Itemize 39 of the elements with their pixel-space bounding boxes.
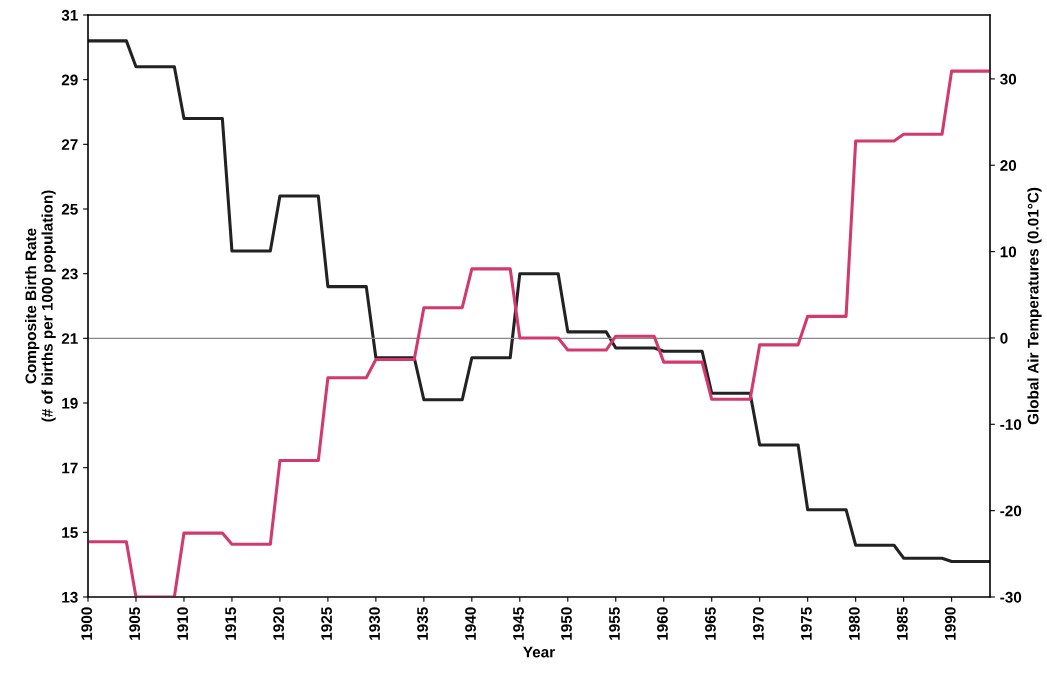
x-tick-label: 1920 <box>273 607 285 640</box>
x-tick-label: 1975 <box>800 607 812 640</box>
y-tick-label: 21 <box>61 333 78 344</box>
x-tick-label: 1955 <box>609 607 620 640</box>
y-tick-label: 31 <box>61 9 78 21</box>
x-tick-label: 1980 <box>848 607 860 640</box>
x-tick-label: 1985 <box>896 607 908 640</box>
y2-tick-label: 30 <box>1000 73 1017 85</box>
y2-tick-label: -10 <box>1000 419 1022 430</box>
y-tick-label: 17 <box>62 462 78 474</box>
y-tick-label: 19 <box>62 397 78 409</box>
y-axis-title: Composite Birth Rate (# of births per 1000 population) <box>25 190 56 422</box>
y-tick-label: 13 <box>62 591 78 603</box>
y2-tick-label: 20 <box>1000 160 1017 171</box>
x-tick-label: 1970 <box>752 607 764 640</box>
x-tick-label: 1945 <box>513 607 524 640</box>
y-tick-label: 15 <box>62 527 78 539</box>
y2-tick-label: -30 <box>1000 591 1022 603</box>
x-tick-label: 1990 <box>944 607 956 640</box>
x-tick-label: 1950 <box>561 607 572 640</box>
x-tick-label: 1960 <box>657 607 668 640</box>
x-tick-label: 1940 <box>465 607 476 640</box>
x-tick-label: 1910 <box>177 607 189 640</box>
x-tick-label: 1900 <box>81 607 93 640</box>
y2-axis-title: Global Air Temperatures (0.01°C) <box>1027 187 1042 425</box>
y2-tick-label: -20 <box>1000 505 1022 517</box>
x-tick-label: 1965 <box>705 607 716 640</box>
x-tick-label: 1930 <box>369 607 380 640</box>
y-tick-label: 27 <box>61 139 78 150</box>
y-tick-label: 23 <box>61 268 78 280</box>
x-tick-label: 1935 <box>417 607 428 640</box>
y-tick-label: 29 <box>61 74 78 86</box>
x-tick-label: 1925 <box>321 607 332 640</box>
y2-tick-label: 10 <box>1000 246 1017 258</box>
y-tick-label: 25 <box>61 203 78 215</box>
y2-tick-label: 0 <box>1000 332 1008 344</box>
x-axis-title: Year <box>523 646 555 658</box>
x-tick-label: 1905 <box>129 607 141 640</box>
x-tick-label: 1915 <box>225 607 237 640</box>
